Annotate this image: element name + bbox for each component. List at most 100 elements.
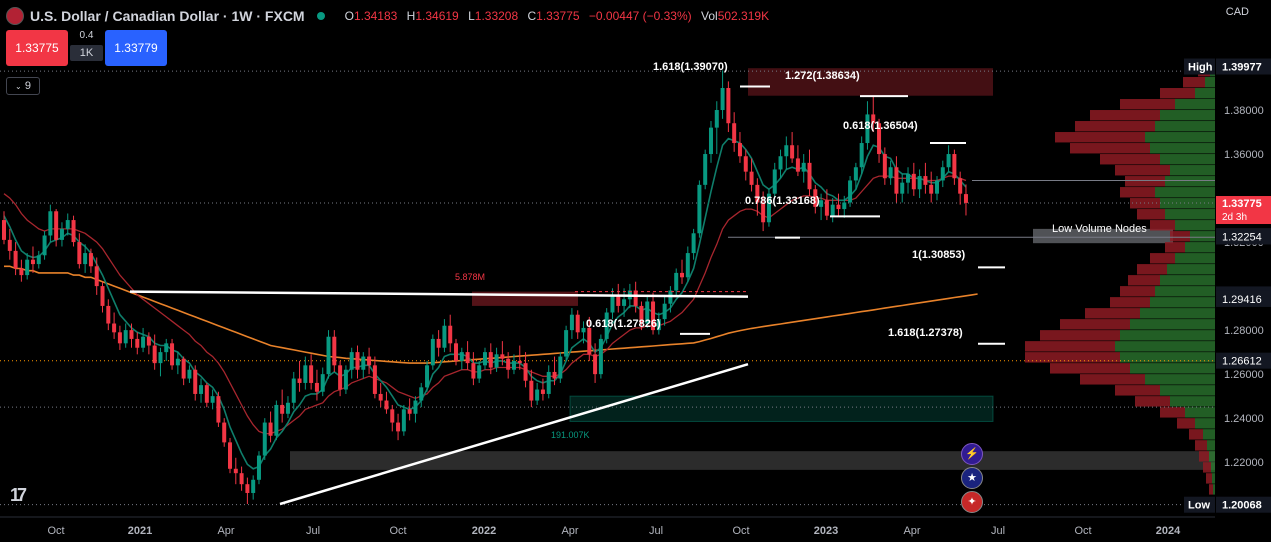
candle [929,184,934,194]
price-tag-label: Low [1188,500,1210,512]
market-status-icon [316,12,325,20]
candle [790,145,795,159]
candle [482,352,487,366]
low-volume-nodes-box [1033,228,1173,244]
fib-label: 1.618(1.27378) [888,327,963,339]
price-tag-label-bg [1184,58,1215,75]
symbol-flag-icon [6,7,24,25]
vp-bar-down [1150,220,1175,231]
vp-bar-down [1177,418,1195,429]
vp-bar-up [1213,484,1215,495]
candle [309,365,314,383]
fib-label: 1.618(1.39070) [653,61,728,73]
lightning-icon[interactable]: ⚡ [961,443,983,465]
vp-bar-up [1160,198,1215,209]
candle [320,374,325,392]
candle [204,385,209,403]
candle [593,354,598,375]
vp-bar-down [1195,440,1207,451]
candle [54,211,59,240]
candle [285,402,290,414]
candle [274,404,279,436]
candle [865,114,870,144]
candle [303,365,308,383]
y-tick-label: 1.28000 [1224,325,1264,337]
vp-bar-up [1150,297,1215,308]
sell-button[interactable]: 1.33775 [6,30,68,66]
vp-bar-up [1165,209,1215,220]
candle [187,369,192,379]
vp-bar-down [1080,374,1145,385]
vp-bar-up [1185,242,1215,253]
candle [390,409,395,423]
candle [564,330,569,357]
price-tag-value: 1.26612 [1222,356,1262,368]
symbol-title[interactable]: U.S. Dollar / Canadian Dollar · 1W · FXC… [30,8,305,24]
candle [517,360,522,364]
candle [13,250,18,269]
candle [338,365,343,390]
x-tick-label: Apr [217,525,234,537]
vp-bar-down [1090,110,1160,121]
canada-flag-icon[interactable]: ✦ [961,491,983,513]
candle [355,352,360,370]
candle [164,343,169,353]
candle [871,114,876,124]
candle [146,336,151,346]
candle [819,200,824,207]
rising-trendline [279,363,749,506]
vp-bar-up [1145,374,1215,385]
vp-bar-up [1115,341,1215,352]
indicators-toggle-button[interactable]: ⌄ 9 [6,77,40,95]
tradingview-logo-icon[interactable]: 17 [10,485,27,505]
candle [152,345,157,364]
vp-bar-up [1155,286,1215,297]
vp-bar-down [1160,407,1185,418]
candle [952,154,957,179]
candle [795,158,800,172]
candle [314,382,319,392]
currency-label[interactable]: CAD [1225,6,1249,18]
price-tag [1216,58,1271,75]
candle [801,162,806,172]
candle [71,220,76,243]
candle [430,338,435,366]
vp-bar-down [1115,165,1170,176]
x-tick-label: Jul [649,525,663,537]
candle [25,259,30,276]
spread-value: 0.4 [79,30,94,41]
candle [193,369,198,394]
lot-size-button[interactable]: 1K [70,45,103,61]
candle [691,233,696,254]
candle [842,202,847,210]
fib-label: 0.618(1.27826) [586,318,661,330]
candle [569,314,574,331]
candle [824,200,829,216]
us-flag-icon[interactable]: ★ [961,467,983,489]
vp-bar-up [1175,220,1215,231]
vp-bar-down [1137,209,1165,220]
x-tick-label: Jul [306,525,320,537]
candle [535,389,540,401]
candle [894,167,899,194]
candle [680,272,685,278]
vp-bar-up [1211,462,1215,473]
support-zone [569,395,994,422]
buy-button[interactable]: 1.33779 [105,30,167,66]
volume-value: 502.319K [717,9,770,23]
candle [372,365,377,394]
candle [737,143,742,157]
candle [778,156,783,170]
candle [123,330,128,344]
vp-bar-down [1160,88,1195,99]
vp-bar-up [1175,253,1215,264]
candle [268,422,273,436]
vp-bar-up [1165,176,1215,187]
candle [59,228,64,240]
candle [343,369,348,390]
candle [181,358,186,379]
vp-bar-down [1189,429,1203,440]
chart-header: U.S. Dollar / Canadian Dollar · 1W · FXC… [6,6,769,26]
candle [749,171,754,185]
